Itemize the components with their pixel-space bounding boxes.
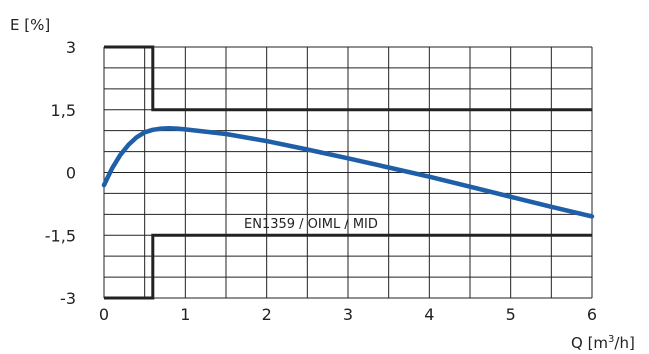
y-tick-label: 1,5: [51, 101, 76, 120]
y-axis-label: E [%]: [10, 16, 50, 34]
x-tick-label: 1: [180, 305, 190, 324]
x-tick-label: 3: [343, 305, 353, 324]
x-tick-label: 4: [424, 305, 434, 324]
upper-limit-line: [104, 45, 592, 112]
y-tick-label: -1,5: [45, 226, 76, 245]
x-tick-label: 0: [99, 305, 109, 324]
standard-annotation: EN1359 / OIML / MID: [244, 217, 378, 232]
x-axis-label: Q [m3/h]: [571, 334, 635, 352]
y-tick-label: 0: [66, 164, 76, 183]
grid: [103, 46, 593, 299]
y-tick-label: -3: [60, 289, 76, 308]
lower-limit-line: [104, 233, 592, 300]
y-tick-label: 3: [66, 38, 76, 57]
x-tick-label: 2: [262, 305, 272, 324]
x-tick-label: 5: [506, 305, 516, 324]
error-curve-line: [101, 125, 595, 219]
x-tick-label: 6: [587, 305, 597, 324]
curve-layer: [101, 125, 595, 219]
tick-labels: 0 1 2 3 4 5 6 3 1,5 0 -1,5 -3: [45, 38, 597, 324]
limit-lines: [104, 45, 592, 300]
